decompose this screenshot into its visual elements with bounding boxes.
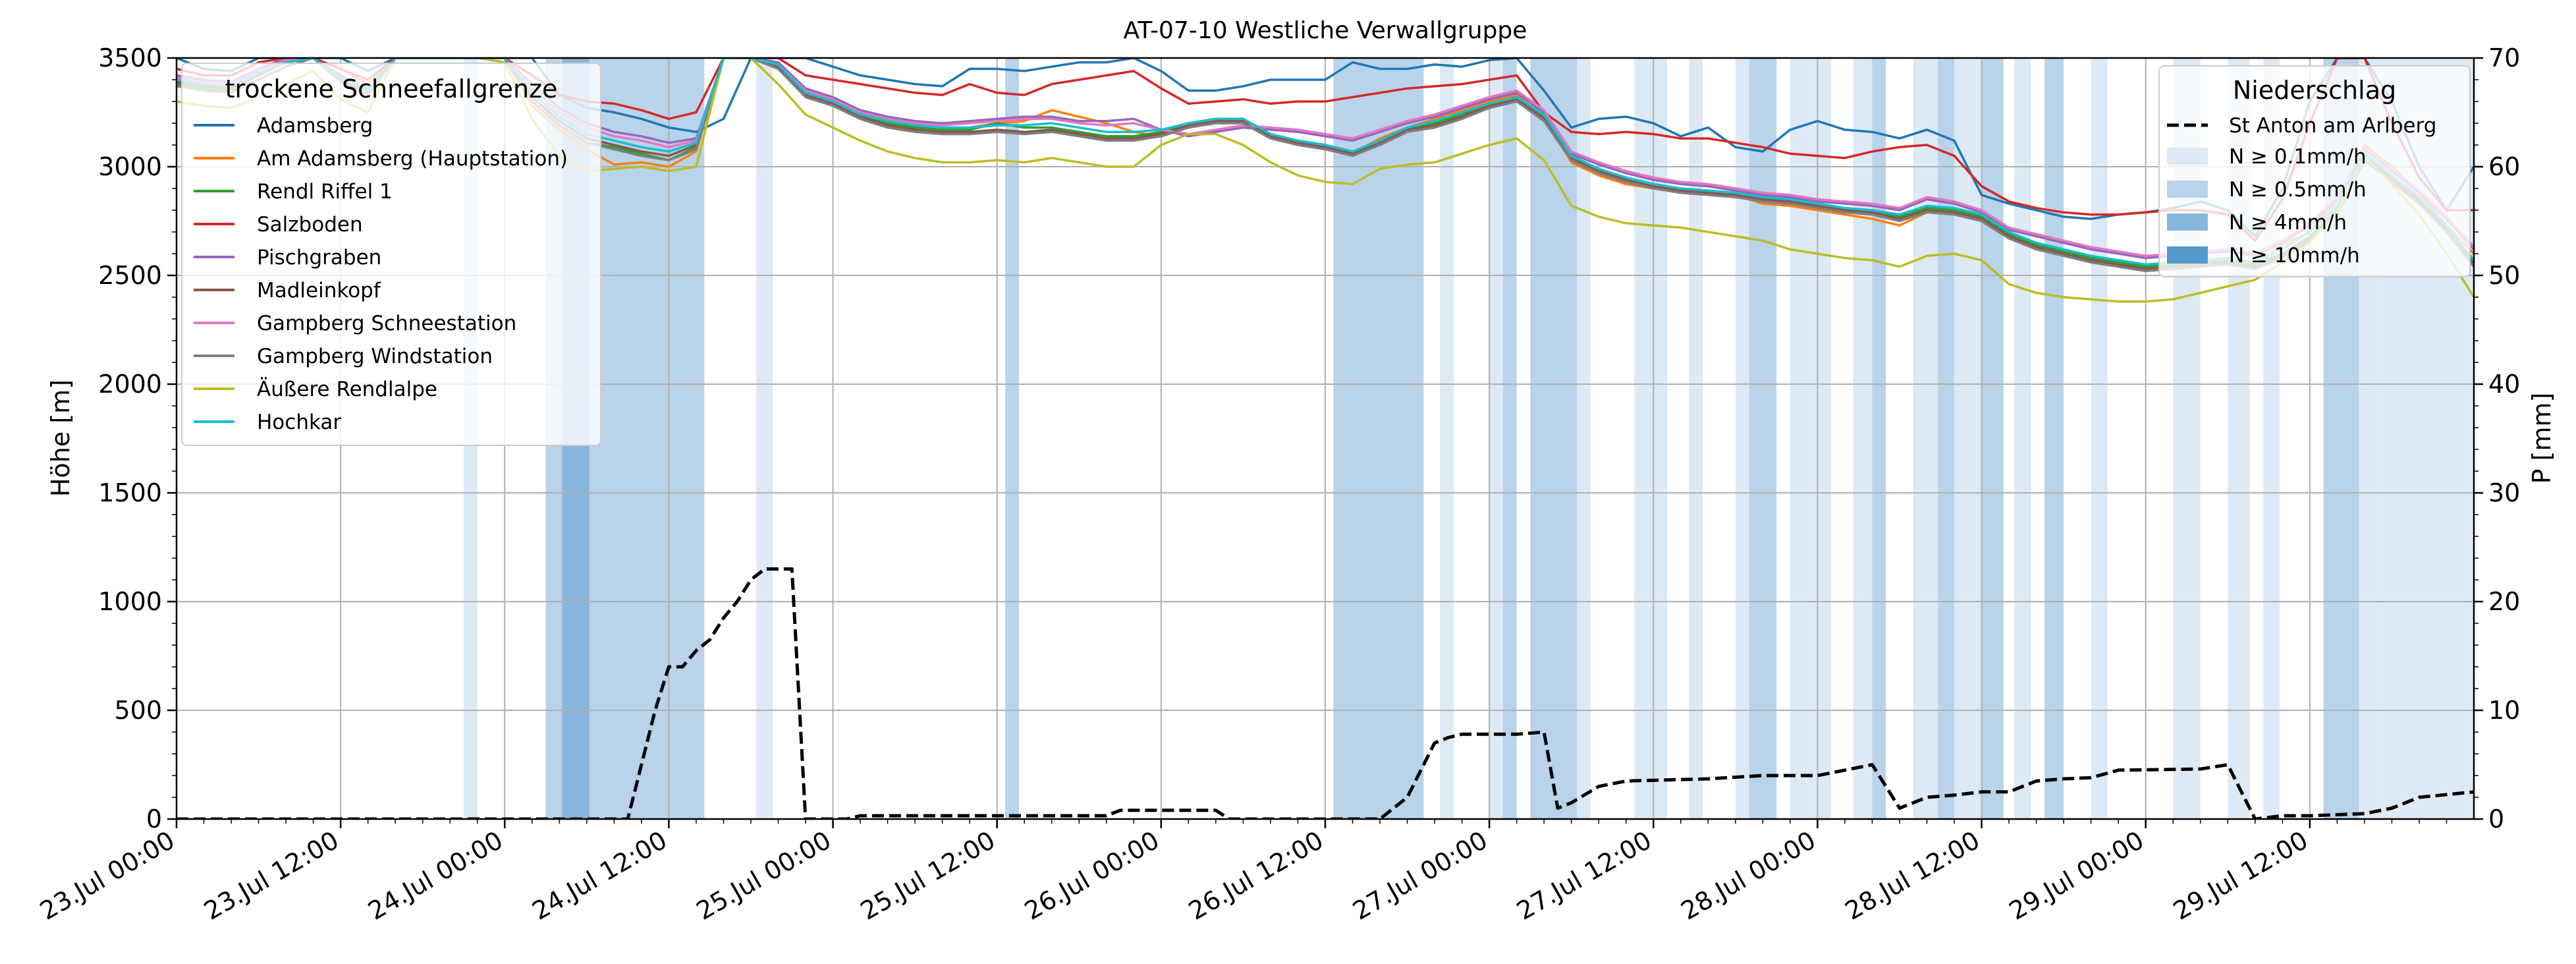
legend-left-label: Madleinkopf xyxy=(257,279,381,302)
y-tick-label: 500 xyxy=(114,696,162,725)
precip-band xyxy=(1333,58,1424,819)
legend-right-band-label: N ≥ 0.5mm/h xyxy=(2229,178,2367,202)
x-tick-label: 25.Jul 00:00 xyxy=(692,826,836,926)
legend-right-band-label: N ≥ 0.1mm/h xyxy=(2229,145,2367,169)
legend-left-label: Äußere Rendlalpe xyxy=(257,378,437,401)
x-tick-label: 28.Jul 00:00 xyxy=(1676,826,1821,926)
precip-band xyxy=(1735,58,1749,819)
precip-band xyxy=(1530,58,1577,819)
y-tick-label: 0 xyxy=(146,805,162,834)
x-tick-label: 24.Jul 12:00 xyxy=(528,826,672,926)
y-right-tick-label: 60 xyxy=(2488,152,2520,181)
legend-left-label: Rendl Riffel 1 xyxy=(257,180,393,204)
precip-band xyxy=(756,58,773,819)
legend-left-title: trockene Schneefallgrenze xyxy=(225,74,558,103)
chart-title: AT-07-10 Westliche Verwallgruppe xyxy=(1124,17,1527,44)
legend-right-band-swatch xyxy=(2167,181,2208,198)
y-right-tick-label: 40 xyxy=(2488,370,2520,399)
legend-right: Niederschlag St Anton am Arlberg N ≥ 0.1… xyxy=(2158,65,2471,277)
legend-right-line-label: St Anton am Arlberg xyxy=(2229,114,2436,138)
precip-band xyxy=(2014,58,2031,819)
legend-right-band-swatch xyxy=(2167,213,2208,231)
legend-left-label: Adamsberg xyxy=(257,114,373,138)
x-tick-label: 23.Jul 00:00 xyxy=(35,826,179,926)
precip-band xyxy=(1502,58,1517,819)
x-tick-label: 29.Jul 00:00 xyxy=(2004,826,2149,926)
legend-left-label: Pischgraben xyxy=(257,246,381,269)
precip-band xyxy=(1913,58,1938,819)
y-right-tick-label: 70 xyxy=(2488,43,2520,72)
legend-left-label: Am Adamsberg (Hauptstation) xyxy=(257,147,568,171)
precip-band xyxy=(1872,58,1886,819)
precip-band xyxy=(1440,58,1454,819)
x-tick-label: 28.Jul 12:00 xyxy=(1840,826,1985,926)
legend-left-box xyxy=(181,63,601,446)
x-tick-label: 26.Jul 00:00 xyxy=(1020,826,1164,926)
precip-band xyxy=(1749,58,1777,819)
y-right-tick-label: 20 xyxy=(2488,587,2520,616)
legend-left-label: Salzboden xyxy=(257,213,363,237)
legend-left-label: Gampberg Schneestation xyxy=(257,312,516,335)
x-tick-label: 27.Jul 12:00 xyxy=(1512,826,1656,926)
x-tick-label: 24.Jul 00:00 xyxy=(363,826,507,926)
precip-band xyxy=(1689,58,1703,819)
legend-left-label: Gampberg Windstation xyxy=(257,345,493,368)
y-tick-label: 3000 xyxy=(98,152,162,181)
y-axis-label: Höhe [m] xyxy=(46,380,75,497)
series-line xyxy=(177,567,2474,819)
x-tick-label: 29.Jul 12:00 xyxy=(2168,826,2313,926)
precip-band xyxy=(1853,58,1873,819)
y-tick-label: 2000 xyxy=(98,370,162,399)
y-axis-right-label: P [mm] xyxy=(2527,393,2556,484)
x-tick-label: 27.Jul 00:00 xyxy=(1348,826,1492,926)
legend-right-band-swatch xyxy=(2167,148,2208,165)
precip-band xyxy=(1938,58,1955,819)
y-tick-label: 3500 xyxy=(98,43,162,72)
x-tick-label: 23.Jul 12:00 xyxy=(199,826,343,926)
precip-band xyxy=(614,58,705,819)
x-tick-label: 25.Jul 12:00 xyxy=(856,826,1000,926)
y-tick-label: 1500 xyxy=(98,478,162,507)
precip-band xyxy=(1005,58,1019,819)
y-right-tick-label: 50 xyxy=(2488,261,2520,290)
y-tick-label: 1000 xyxy=(98,587,162,616)
precip-band xyxy=(1489,58,1503,819)
legend-right-box xyxy=(2158,65,2471,277)
legend-right-band-swatch xyxy=(2167,246,2208,264)
legend-left: trockene Schneefallgrenze Adamsberg Am Ad… xyxy=(181,63,601,446)
y-tick-label: 2500 xyxy=(98,261,162,290)
precip-band xyxy=(1634,58,1668,819)
precip-band xyxy=(1790,58,1832,819)
legend-right-band-label: N ≥ 10mm/h xyxy=(2229,244,2360,268)
legend-left-label: Hochkar xyxy=(257,411,341,434)
precip-band xyxy=(1981,58,2004,819)
y-right-tick-label: 30 xyxy=(2488,478,2520,507)
x-tick-label: 26.Jul 12:00 xyxy=(1184,826,1328,926)
legend-right-band-label: N ≥ 4mm/h xyxy=(2229,211,2347,235)
precip-band xyxy=(2091,58,2108,819)
y-right-tick-label: 10 xyxy=(2488,696,2520,725)
precip-band xyxy=(1577,58,1591,819)
y-right-tick-label: 0 xyxy=(2488,805,2504,834)
legend-right-title: Niederschlag xyxy=(2233,76,2396,105)
precip-band xyxy=(2044,58,2064,819)
